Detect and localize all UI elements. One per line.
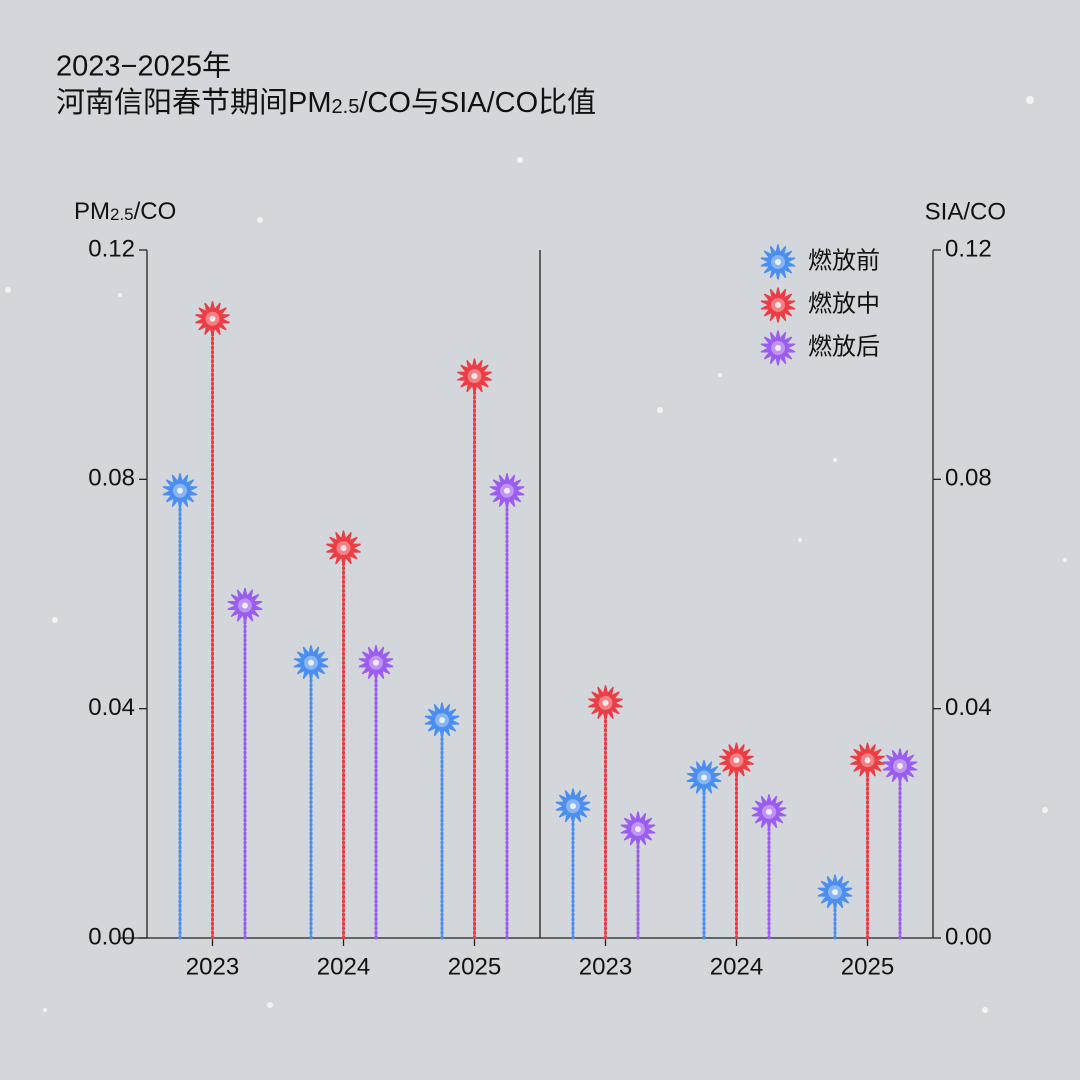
firework-dot xyxy=(570,803,576,810)
firework-dot xyxy=(340,545,347,552)
legend-icon xyxy=(760,244,796,280)
x-tick-label: 2023 xyxy=(579,953,632,980)
axes xyxy=(120,250,934,939)
title-line-1: 2023−2025年 xyxy=(56,50,231,83)
y-tick-label: 0.00 xyxy=(88,923,135,950)
legend-label: 燃放前 xyxy=(808,247,880,274)
firework-dot xyxy=(733,757,740,764)
firework-head xyxy=(817,874,853,910)
firework-head xyxy=(489,473,525,509)
snow xyxy=(5,96,1067,1013)
firework-dot xyxy=(766,808,772,815)
firework-dot xyxy=(775,302,781,308)
x-tick-label: 2025 xyxy=(841,953,894,980)
legend-label: 燃放中 xyxy=(808,290,880,317)
y2-tick-label: 0.00 xyxy=(945,923,992,950)
firework-head xyxy=(358,645,394,681)
y2-axis-label: SIA/CO xyxy=(925,198,1006,225)
firework-head xyxy=(424,702,460,738)
firework-dot xyxy=(209,315,216,322)
firework-dot xyxy=(864,757,871,764)
firework-head xyxy=(620,811,656,847)
y-tick-label: 0.12 xyxy=(88,235,135,262)
firework-dot xyxy=(471,373,478,380)
firework-dot xyxy=(635,826,641,833)
firework-dot xyxy=(504,487,510,494)
firework-head xyxy=(588,685,623,721)
y-axis-label: PM2.5/CO xyxy=(74,198,176,225)
firework-head xyxy=(227,587,263,624)
firework-head xyxy=(719,742,754,779)
firework-dot xyxy=(897,763,903,769)
firework-dot xyxy=(439,717,445,724)
firework-dot xyxy=(775,345,781,351)
firework-head xyxy=(457,358,492,394)
firework-dot xyxy=(177,487,183,494)
firework-dot xyxy=(775,259,781,265)
y-tick-label: 0.08 xyxy=(88,465,135,492)
firework-dot xyxy=(308,659,314,666)
legend-icon xyxy=(760,330,796,366)
x-tick-label: 2023 xyxy=(186,953,239,980)
legend-label: 燃放后 xyxy=(808,333,880,360)
firework-head xyxy=(850,742,885,779)
x-tick-label: 2024 xyxy=(317,953,370,980)
y2-tick-label: 0.08 xyxy=(945,465,992,492)
firework-dot xyxy=(602,699,609,706)
firework-dot xyxy=(242,602,248,609)
firework-dot xyxy=(373,659,379,666)
firework-head xyxy=(555,788,591,824)
legend-icon xyxy=(760,287,796,323)
y-tick-label: 0.04 xyxy=(88,694,135,721)
x-tick-label: 2024 xyxy=(710,953,763,980)
firework-head xyxy=(751,794,787,830)
y2-tick-label: 0.12 xyxy=(945,235,992,262)
firework-dot xyxy=(701,774,707,781)
firework-head xyxy=(162,473,198,509)
firework-head xyxy=(882,748,918,784)
firework-head xyxy=(293,645,329,681)
firework-dot xyxy=(832,889,838,896)
x-tick-label: 2025 xyxy=(448,953,501,980)
firework-head xyxy=(195,301,230,337)
title-line-2: 河南信阳春节期间PM2.5/CO与SIA/CO比值 xyxy=(56,86,596,119)
firework-head xyxy=(326,530,361,566)
y2-tick-label: 0.04 xyxy=(945,694,992,721)
firework-head xyxy=(686,759,722,796)
